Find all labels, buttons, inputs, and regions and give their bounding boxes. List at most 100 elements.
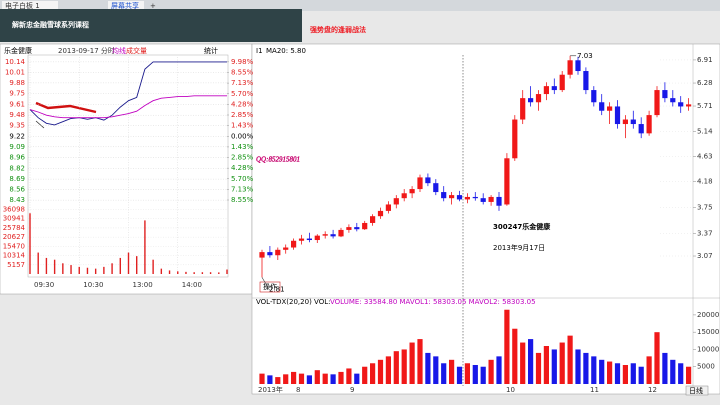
candle-body (504, 158, 510, 205)
period-button[interactable] (685, 385, 709, 396)
candle-body (480, 198, 486, 202)
candle-body (362, 222, 368, 230)
x-axis-label: 9 (350, 386, 354, 394)
banner (0, 9, 302, 42)
y2-tick-label: 2.85% (231, 111, 254, 119)
annotation-arrow (261, 277, 269, 288)
banner-title: 解新忠金融雪球系列课程 (12, 20, 89, 29)
volume-bar (607, 361, 613, 384)
volume-bar (449, 359, 455, 384)
volume-bar (393, 351, 399, 384)
volume-bar (686, 366, 692, 384)
volume-bar (322, 373, 328, 384)
volume-bar (354, 373, 360, 384)
volume-bar (275, 377, 281, 384)
candle-body (670, 98, 676, 103)
volume-bar (346, 368, 352, 384)
x-axis-label: 12 (648, 386, 657, 394)
candle-body (559, 74, 565, 91)
volume-bar (377, 359, 384, 384)
y-tick-label: 8.43 (9, 196, 25, 204)
volume-bar (638, 366, 644, 384)
y2-tick-label: 8.55% (231, 196, 254, 204)
volume-header: VOL-TDX(20,20) VOL: (256, 298, 330, 306)
candle-body (528, 98, 534, 103)
volume-readout: VOLUME: 33584.80 MAVOL1: 58303.05 MAVOL2… (330, 298, 536, 306)
candle-body (306, 238, 312, 241)
volume-bar (583, 352, 589, 384)
volume-bar (551, 349, 557, 384)
banner-subtitle: 强势盘的逢弱战法 (310, 25, 366, 34)
candle-body (314, 235, 320, 241)
volume-bar (456, 366, 463, 384)
toggle[interactable]: 成交量 (126, 46, 147, 55)
y2-tick-label: 4.28% (231, 164, 254, 172)
action-button[interactable] (259, 281, 281, 293)
volume-tick-label: 25784 (3, 224, 26, 232)
date-caption: 2013年9月17日 (493, 243, 545, 252)
candle-body (512, 119, 518, 159)
x-axis-label: 2013年 (258, 385, 283, 394)
intraday-panel (0, 43, 253, 295)
volume-bar (306, 375, 312, 384)
x-axis-label: 8 (296, 386, 300, 394)
x-axis-label: 10 (506, 386, 515, 394)
volume-tick-label: 30941 (3, 215, 25, 223)
tab-label[interactable]: 屏幕共享 (111, 1, 139, 10)
volume-bar (259, 373, 265, 384)
price-line (29, 95, 227, 119)
candle-body (662, 90, 668, 99)
tab[interactable] (2, 1, 58, 10)
y2-tick-label: 2.85% (231, 154, 254, 162)
indicator: I1 (256, 47, 263, 55)
y-tick-label: 8.69 (9, 175, 25, 183)
volume-bar (425, 352, 431, 384)
tab[interactable] (108, 1, 144, 10)
x-tick-label: 14:00 (182, 281, 202, 289)
y2-tick-label: 7.13% (231, 79, 254, 87)
candle-body (472, 196, 478, 199)
volume-bar (567, 335, 573, 384)
daily-panel (251, 43, 720, 395)
drawn-trendline (35, 101, 97, 114)
volume-bar (662, 352, 668, 384)
volume-bar (267, 375, 273, 384)
toggle[interactable]: 统计 (204, 46, 218, 55)
candle-body (322, 234, 328, 236)
y2-tick-label: 9.98% (231, 58, 254, 66)
volume-bar (314, 370, 320, 384)
volume-tick-label: 5000 (697, 363, 715, 371)
volume-bar (472, 365, 478, 384)
candle-body (607, 106, 613, 111)
volume-bar (543, 346, 549, 384)
volume-bar (614, 363, 621, 384)
price-line (29, 61, 227, 126)
candle-body (283, 247, 289, 250)
volume-bar (385, 356, 391, 384)
volume-bar (646, 356, 652, 384)
y2-tick-label: 5.70% (231, 90, 254, 98)
tab-add[interactable]: + (150, 2, 156, 10)
toggle[interactable]: 均线 (112, 46, 126, 55)
volume-tick-label: 20627 (3, 233, 25, 241)
candle-body (464, 196, 470, 200)
candle-body (291, 240, 297, 248)
volume-bar (670, 359, 676, 384)
y-tick-label: 8.82 (9, 165, 25, 173)
candle-body (614, 106, 621, 125)
candle-body (346, 227, 352, 230)
y2-tick-label: 0.00% (231, 132, 254, 140)
candle-body (638, 124, 644, 134)
action-button-label[interactable]: 操作 (263, 282, 277, 291)
volume-bar (599, 359, 605, 384)
volume-bar (528, 339, 534, 384)
candle-body (330, 234, 336, 237)
y2-tick-label: 1.43% (231, 143, 254, 151)
y-tick-label: 3.75 (697, 204, 713, 212)
period-button-label[interactable]: 日线 (689, 386, 703, 395)
volume-bar (678, 363, 684, 384)
y2-tick-label: 7.13% (231, 185, 254, 193)
ma-readout: MA20: 5.80 (266, 47, 306, 55)
tab-label[interactable]: 电子白板 1 (5, 1, 40, 10)
